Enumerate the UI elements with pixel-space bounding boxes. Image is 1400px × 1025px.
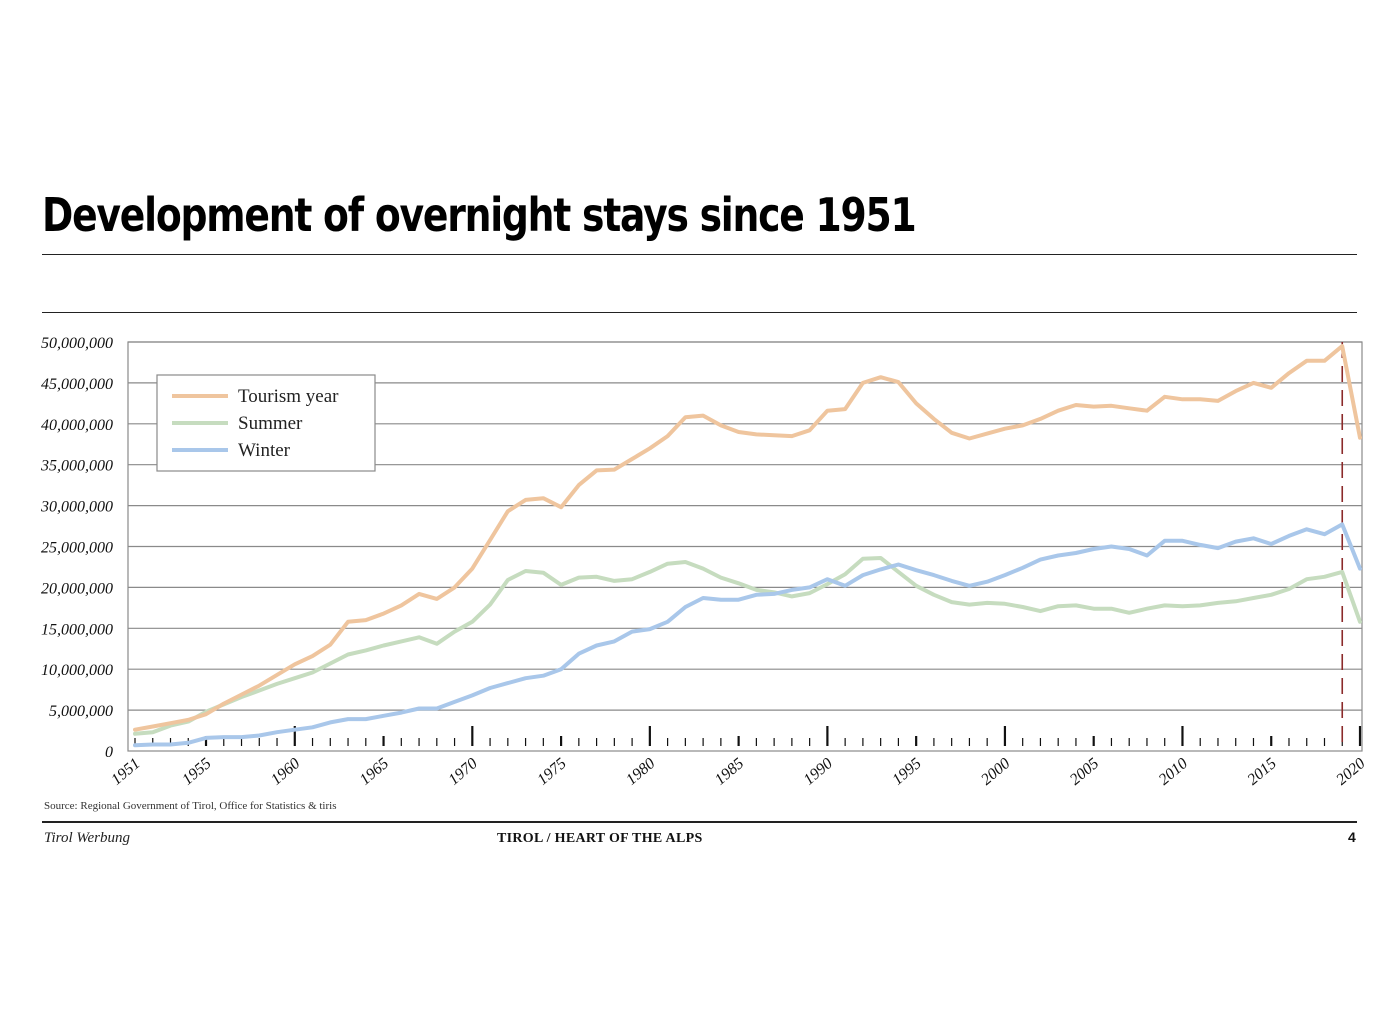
x-tick-label: 1980 [623,755,658,789]
x-tick-label: 2005 [1067,755,1102,789]
x-tick-label: 1970 [445,755,480,789]
y-tick-label: 50,000,000 [41,335,113,352]
x-tick-label: 1985 [712,755,747,789]
series-line-tourism-year [133,344,1362,732]
x-tick-label: 2020 [1333,755,1368,789]
x-tick-label: 1995 [889,755,924,789]
source-note: Source: Regional Government of Tirol, Of… [44,800,337,812]
title-underline [42,254,1357,255]
legend-label: Summer [238,413,303,434]
chart-series [133,344,1362,748]
page-title: Development of overnight stays since 195… [42,188,917,242]
x-tick-label: 1960 [268,755,303,789]
footer-tagline: TIROL / HEART OF THE ALPS [497,831,703,846]
x-tick-label: 1955 [179,755,214,789]
series-line-winter [133,522,1362,748]
y-axis-tick-labels: 0 5,000,000 10,000,000 15,000,000 20,000,000… [40,335,113,761]
y-tick-label: 30,000,000 [40,499,113,516]
page-number: 4 [1348,829,1356,845]
y-tick-label: 40,000,000 [41,417,113,434]
y-tick-label: 10,000,000 [41,662,113,679]
chart-legend: Tourism year Summer Winter [156,374,376,472]
y-tick-label: 5,000,000 [49,703,113,720]
overnight-stays-line-chart: 0 5,000,000 10,000,000 15,000,000 20,000,000… [40,335,1369,789]
y-tick-label: 20,000,000 [41,580,113,597]
x-axis: 1951 1955 1960 1965 1970 1975 1980 1985 1990 1995… [108,726,1369,789]
y-tick-label: 25,000,000 [41,540,113,557]
x-tick-label: 1990 [801,755,836,789]
x-tick-label: 2010 [1156,755,1191,789]
footer-brand: Tirol Werbung [44,830,130,846]
x-tick-label: 1965 [357,755,392,789]
legend-label: Tourism year [238,386,339,407]
chart-top-rule [42,312,1357,313]
y-tick-label: 0 [105,744,113,761]
x-tick-label: 1975 [534,755,569,789]
y-tick-label: 15,000,000 [41,621,113,638]
footer-rule [42,821,1357,823]
series-line-summer [133,556,1362,736]
y-tick-label: 35,000,000 [40,458,113,475]
x-tick-label: 2015 [1244,755,1279,789]
y-tick-label: 45,000,000 [41,376,113,393]
x-tick-label: 2000 [978,755,1013,789]
legend-label: Winter [238,440,291,461]
x-tick-label: 1951 [108,755,143,789]
